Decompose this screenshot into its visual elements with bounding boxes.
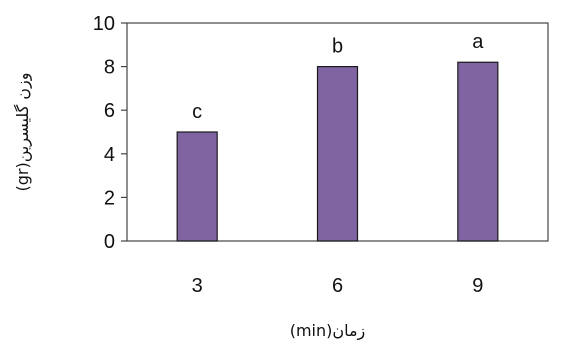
bar-3 bbox=[176, 131, 218, 242]
y-axis-title: (gr)وزن گلیسرین bbox=[13, 73, 33, 192]
data-label-6: b bbox=[332, 36, 343, 58]
y-tick-label: 8 bbox=[104, 57, 115, 79]
y-tick-label: 6 bbox=[104, 100, 115, 122]
bar-6 bbox=[316, 65, 359, 242]
x-axis: 3 6 9 bbox=[192, 275, 484, 297]
bars: c b a bbox=[176, 31, 499, 242]
y-tick-label: 2 bbox=[104, 187, 115, 209]
x-tick-label: 9 bbox=[472, 275, 483, 297]
x-axis-title: (min)زمان bbox=[290, 321, 366, 341]
y-tick-label: 10 bbox=[93, 13, 115, 35]
y-axis: 0 2 4 6 8 10 bbox=[93, 13, 127, 253]
y-tick-label: 4 bbox=[104, 144, 115, 166]
data-label-9: a bbox=[472, 31, 484, 53]
y-tick-label: 0 bbox=[104, 231, 115, 253]
bar-9 bbox=[457, 61, 499, 242]
x-tick-label: 6 bbox=[332, 275, 343, 297]
x-tick-label: 3 bbox=[192, 275, 203, 297]
data-label-3: c bbox=[192, 101, 202, 123]
